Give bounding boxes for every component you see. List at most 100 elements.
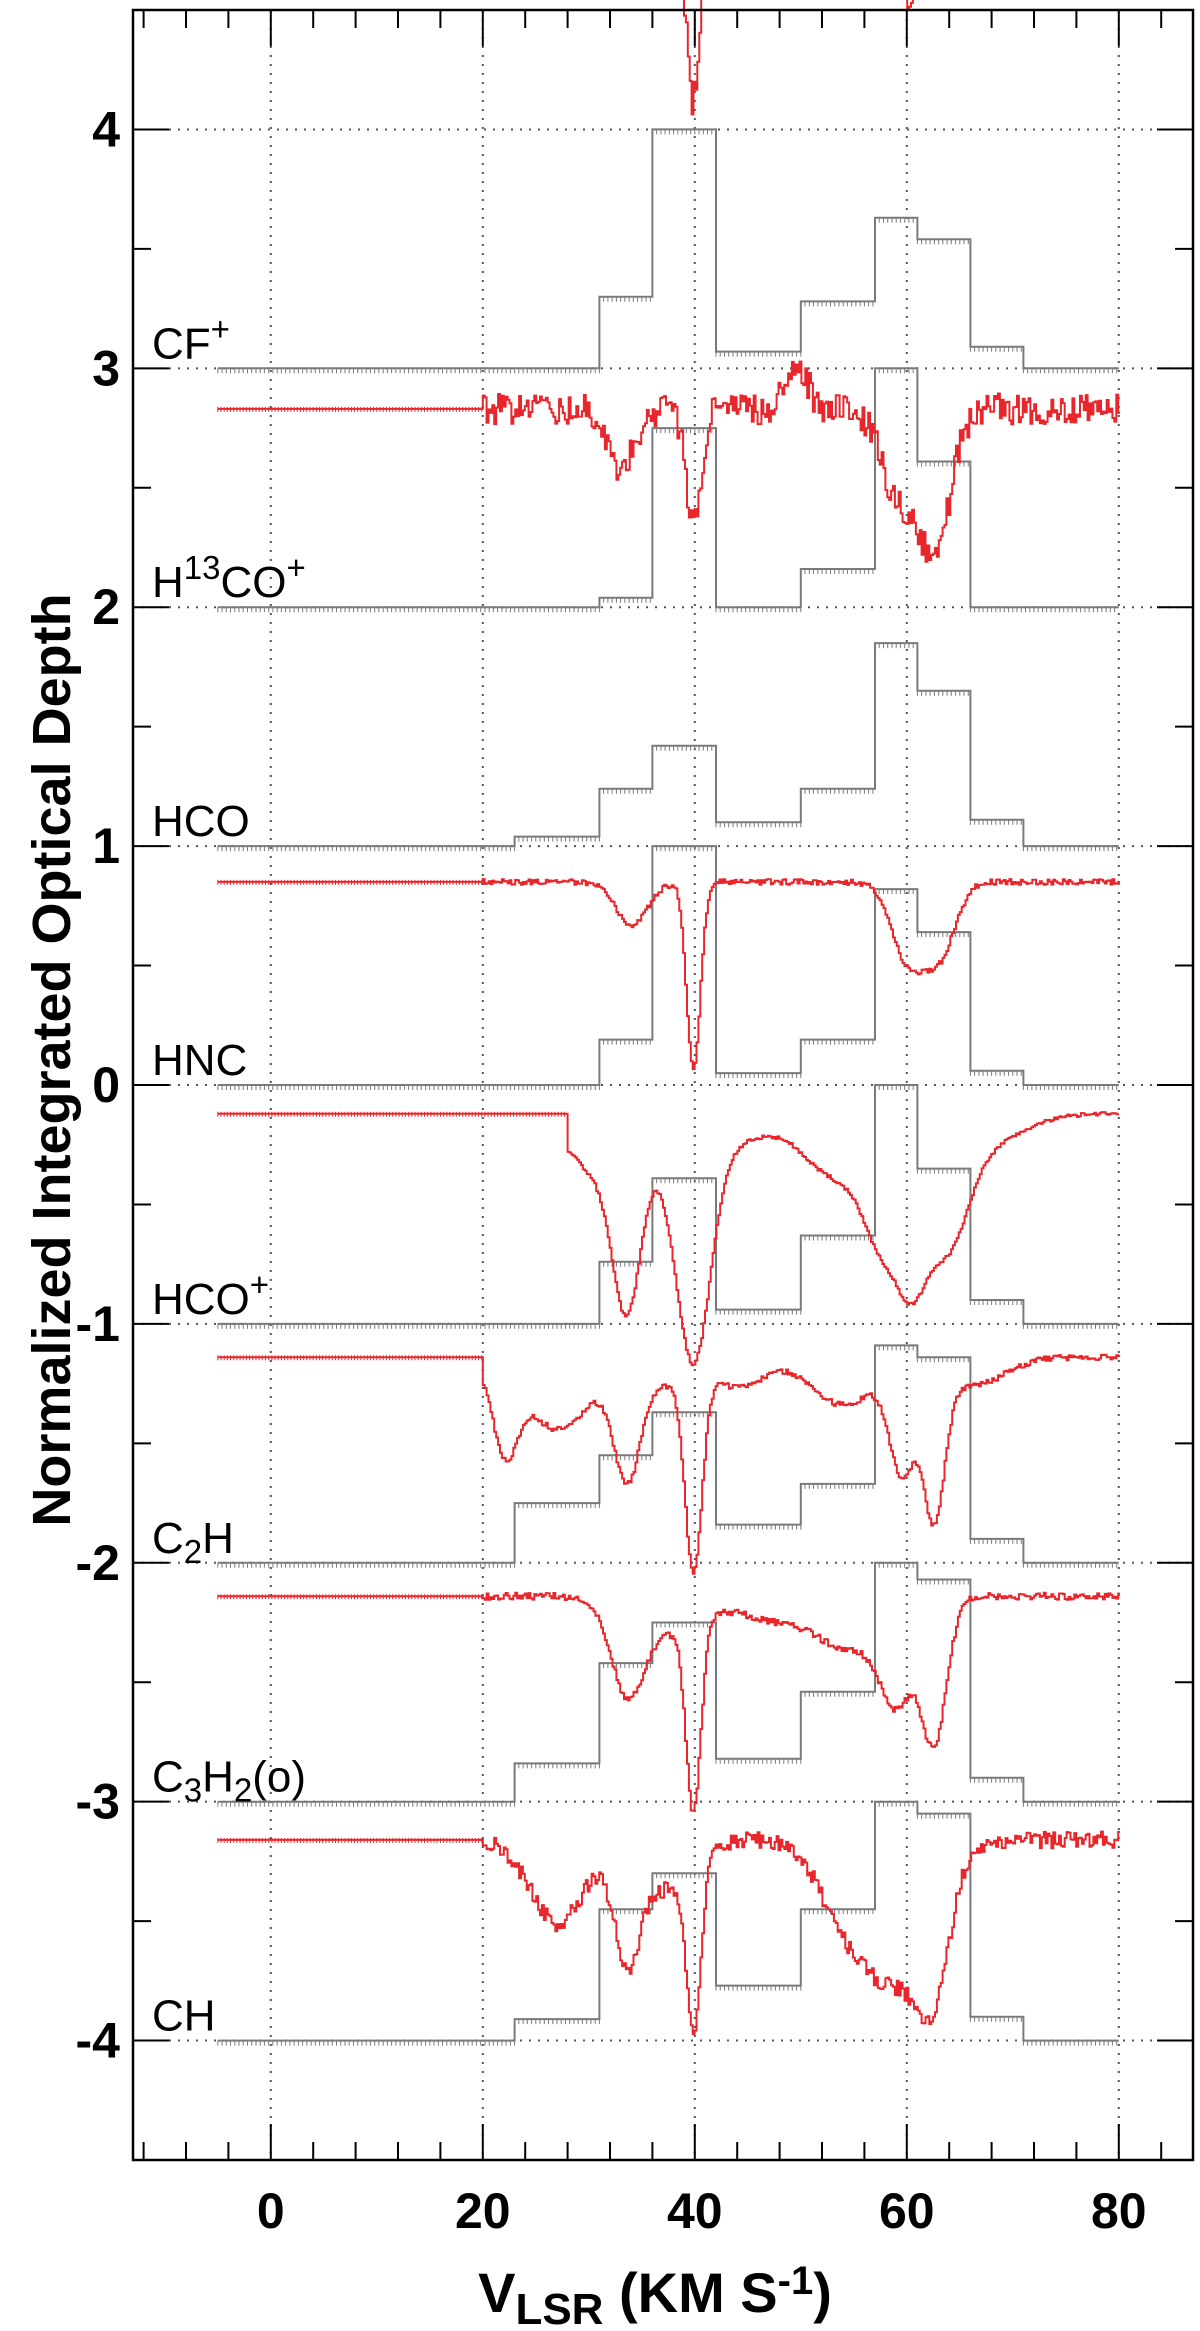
integrated-hatch-1-6 [715, 351, 802, 357]
integrated-step-3 [217, 642, 1119, 848]
spectrum-baseline-hatch-6 [217, 1355, 483, 1361]
integrated-hatch-8-6 [651, 1873, 717, 1879]
species-label-8: CH [152, 1992, 216, 2041]
integrated-hatch-8-8 [715, 1985, 802, 1991]
species-label-3: HCO [152, 797, 250, 846]
spectrum-line-4 [217, 878, 1121, 1071]
integrated-hatch-6-14 [916, 1357, 969, 1363]
integrated-hatch-8-12 [874, 1801, 918, 1807]
spectrum-line-3 [217, 360, 1121, 563]
x-tick-label-40: 40 [667, 2183, 723, 2239]
tick-labels: 0 20 40 60 80 4 3 2 1 0 -1 -2 -3 -4 [76, 101, 1147, 2239]
integrated-hatch-3-18 [1022, 846, 1118, 852]
integrated-hatch-6-10 [800, 1483, 874, 1489]
integrated-hatch-1-4 [651, 129, 717, 135]
y-tick-label--2: -2 [76, 1535, 120, 1591]
integrated-hatch-6-0 [217, 1562, 516, 1568]
integrated-step-8 [217, 1800, 1119, 2042]
species-label-2: H13CO+ [152, 549, 306, 607]
species-label-1: CF+ [152, 310, 230, 368]
integrated-hatch-3-8 [715, 822, 802, 828]
integrated-hatch-5-2 [598, 1261, 651, 1267]
integrated-hatch-3-0 [217, 846, 516, 852]
integrated-hatch-8-10 [800, 1909, 874, 1915]
y-tick-label--3: -3 [76, 1774, 120, 1830]
spectrum-baseline-hatch-5 [217, 1111, 565, 1117]
absorption-spectra [217, 0, 1121, 2035]
integrated-hatch-5-4 [651, 1178, 717, 1184]
y-tick-label--1: -1 [76, 1296, 120, 1352]
integrated-hatch-6-6 [651, 1412, 717, 1418]
integrated-hatch-2-6 [715, 607, 802, 613]
integrated-hatch-4-14 [969, 1070, 1022, 1076]
y-tick-label-3: 3 [92, 340, 120, 396]
integrated-hatch-1-10 [874, 217, 918, 223]
integrated-hatch-1-16 [1022, 368, 1118, 374]
y-tick-label-1: 1 [92, 818, 120, 874]
species-label-7: C3H2(o) [152, 1753, 306, 1809]
integrated-hatch-3-2 [514, 836, 600, 842]
integrated-hatch-2-10 [874, 368, 918, 374]
integrated-hatch-2-12 [916, 461, 969, 467]
spectrum-line-8 [217, 1830, 1121, 2035]
y-tick-label--4: -4 [76, 2013, 121, 2069]
integrated-hatch-4-16 [1022, 1085, 1118, 1090]
integrated-hatch-7-16 [969, 1777, 1022, 1783]
spectrum-line-5 [217, 1111, 1119, 1367]
integrated-hatch-3-14 [916, 690, 969, 696]
spectrum-line-6 [217, 1353, 1121, 1575]
species-label-5: HCO+ [152, 1266, 269, 1324]
x-tick-label-0: 0 [257, 2183, 285, 2239]
integrated-hatch-3-12 [874, 643, 918, 649]
integrated-hatch-7-18 [1022, 1801, 1118, 1807]
integrated-step-7 [217, 1561, 1119, 1803]
spectrum-baseline-hatch-3 [217, 406, 483, 412]
integrated-hatch-8-18 [1022, 2040, 1118, 2046]
integrated-hatch-6-8 [715, 1524, 802, 1530]
integrated-hatch-7-10 [800, 1691, 874, 1697]
spectrum-line-7 [217, 1591, 1121, 1812]
x-tick-label-80: 80 [1091, 2183, 1147, 2239]
integrated-hatch-2-2 [598, 597, 651, 603]
spectrum-baseline-hatch-7 [217, 1594, 483, 1600]
integrated-hatch-4-0 [217, 1085, 600, 1090]
integrated-hatch-5-6 [715, 1309, 802, 1315]
integrated-hatch-8-0 [217, 2040, 516, 2046]
y-tick-label-4: 4 [92, 101, 120, 157]
integrated-hatch-8-2 [514, 2019, 600, 2025]
integrated-hatch-3-4 [598, 788, 651, 794]
x-axis-title: VLSR (KM S-1) [478, 2259, 832, 2331]
integrated-hatch-7-12 [874, 1562, 918, 1568]
integrated-hatch-5-16 [1022, 1323, 1118, 1329]
integrated-step-6 [217, 1344, 1119, 1564]
integrated-hatch-1-12 [916, 239, 969, 245]
x-tick-label-60: 60 [879, 2183, 935, 2239]
species-label-4: HNC [152, 1036, 247, 1085]
integrated-hatch-3-10 [800, 788, 874, 794]
integrated-hatch-8-14 [916, 1813, 969, 1819]
integrated-hatch-5-12 [916, 1168, 969, 1174]
integrated-hatch-7-2 [514, 1763, 600, 1769]
y-tick-label-2: 2 [92, 579, 120, 635]
integrated-step-2 [217, 367, 1119, 609]
integrated-hatch-5-14 [969, 1300, 1022, 1305]
species-labels: CF+ H13CO+ HCO HNC HCO+ C2H C3H2(o) CH [152, 310, 306, 2040]
integrated-hatch-7-8 [715, 1758, 802, 1764]
integrated-hatch-3-16 [969, 819, 1022, 825]
integrated-hatch-7-0 [217, 1801, 516, 1807]
y-axis-title: Normalized Integrated Optical Depth [22, 593, 82, 1526]
integrated-hatch-7-14 [916, 1579, 969, 1585]
integrated-hatch-4-8 [800, 1039, 874, 1045]
integrated-hatch-5-8 [800, 1235, 874, 1241]
integrated-hatch-2-8 [800, 569, 874, 574]
x-tick-label-20: 20 [455, 2183, 511, 2239]
integrated-hatch-2-0 [217, 607, 600, 613]
species-label-6: C2H [152, 1514, 234, 1570]
integrated-hatch-6-18 [1022, 1562, 1118, 1568]
integrated-depth-steps [217, 128, 1119, 2046]
integrated-hatch-2-14 [969, 607, 1116, 613]
spectrum-baseline-hatch-4 [217, 879, 483, 885]
integrated-hatch-5-0 [217, 1323, 600, 1329]
integrated-hatch-6-12 [874, 1345, 918, 1351]
